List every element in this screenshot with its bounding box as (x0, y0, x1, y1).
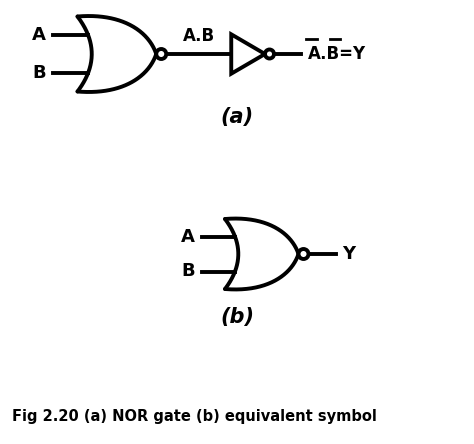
Text: B: B (32, 64, 46, 82)
Polygon shape (225, 218, 299, 289)
Circle shape (299, 249, 309, 259)
Text: (a): (a) (220, 107, 254, 127)
Text: A.B: A.B (182, 27, 215, 45)
Circle shape (265, 49, 274, 59)
Polygon shape (231, 34, 265, 74)
Text: Fig 2.20 (a) NOR gate (b) equivalent symbol: Fig 2.20 (a) NOR gate (b) equivalent sym… (12, 409, 377, 424)
Polygon shape (78, 16, 156, 92)
Text: A.B=Y: A.B=Y (308, 45, 365, 63)
Text: (b): (b) (220, 306, 254, 326)
Text: B: B (182, 262, 195, 281)
Text: Y: Y (342, 245, 355, 263)
Circle shape (156, 49, 166, 59)
Text: A: A (32, 26, 46, 44)
Text: A: A (181, 227, 195, 246)
